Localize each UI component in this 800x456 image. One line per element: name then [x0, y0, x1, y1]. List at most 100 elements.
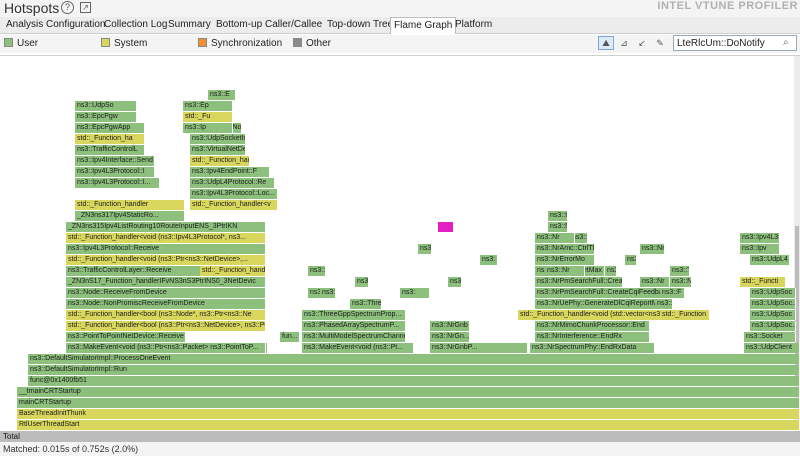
filter-icon[interactable]: ⊿: [620, 38, 628, 48]
flame-frame[interactable]: ns3::Ip: [548, 211, 568, 221]
flame-frame[interactable]: ns3::Ipv4L3: [740, 233, 780, 243]
flame-frame[interactable]: std::_Fu: [183, 112, 233, 122]
flame-frame[interactable]: std::_Function_handler: [75, 200, 185, 210]
flame-frame[interactable]: ns3:: [625, 255, 637, 265]
flame-frame[interactable]: ns3::NrAmc::CtrlTble: [535, 244, 595, 254]
flame-frame[interactable]: __tmainCRTStartup: [17, 387, 800, 397]
flame-frame[interactable]: ns3::Socket: [744, 332, 796, 342]
flame-frame[interactable]: ns3::Ip: [183, 123, 233, 133]
tab-caller-callee[interactable]: Caller/Callee: [265, 19, 323, 30]
flame-frame[interactable]: ns3::Ep: [183, 101, 233, 111]
flame-frame[interactable]: std::_Function_handler<void (std::vector…: [518, 310, 668, 320]
flame-frame[interactable]: ns3::EpcPgw: [75, 112, 137, 122]
tab-summary[interactable]: Summary: [168, 19, 211, 30]
flame-frame[interactable]: ns3::UdpSocketImpl: [190, 134, 246, 144]
flame-frame[interactable]: ns3::UdpSoc: [750, 288, 796, 298]
flame-frame[interactable]: ns3::MakeEvent<void (ns3::Pt...: [302, 343, 414, 353]
legend-item-system[interactable]: System: [101, 38, 147, 50]
flame-frame[interactable]: func@0x1400fb51: [28, 376, 800, 386]
flame-frame[interactable]: ns3::Node::NonPromiscReceiveFromDevice: [66, 299, 266, 309]
flame-frame[interactable]: BaseThreadInitThunk: [17, 409, 800, 419]
flame-frame[interactable]: ns3:: [605, 266, 617, 276]
flame-frame[interactable]: ns3::Nr: [535, 233, 575, 243]
tab-analysis-configuration[interactable]: Analysis Configuration: [6, 19, 106, 30]
flame-frame[interactable]: ns3::Ipv4L3Protocol::I: [75, 167, 155, 177]
flame-frame[interactable]: ns3::NrUePhy::GenerateDlCqiReportMimo: [535, 299, 665, 309]
flame-frame[interactable]: ns3::UdpSoc: [750, 310, 796, 320]
flame-frame[interactable]: std::_Function: [660, 310, 710, 320]
flame-frame[interactable]: ns3::NrPmSearchFull::CreateCqiFeedbackMi…: [535, 288, 665, 298]
flame-frame[interactable]: ns3::EpcPgwApp: [75, 123, 145, 133]
search-icon[interactable]: ⌕: [783, 37, 789, 48]
flame-frame[interactable]: ns3::DefaultSimulatorImpl::ProcessOneEve…: [28, 354, 800, 364]
flame-frame[interactable]: ns3::Nr: [640, 244, 665, 254]
flame-frame[interactable]: fun...: [280, 332, 300, 342]
flame-frame[interactable]: _ZN3ns317Ipv4StaticRo...: [75, 211, 185, 221]
flame-frame[interactable]: ns3::MakeEvent<void (ns3::Ptr<ns3::Packe…: [66, 343, 266, 353]
flame-frame[interactable]: std::_Function_handler<void (ns3::Ptr<ns…: [66, 255, 266, 265]
scrollbar-thumb[interactable]: [795, 226, 799, 376]
flame-frame[interactable]: ns3::N: [548, 222, 568, 232]
flame-frame[interactable]: ns3:: [480, 255, 498, 265]
flame-frame[interactable]: [438, 222, 454, 232]
flame-frame[interactable]: _ZN3ns315Ipv4ListRouting10RouteInputENS_…: [66, 222, 266, 232]
flame-frame[interactable]: std::_Function_handler<bool (ns3::Node*,…: [66, 310, 266, 320]
flame-frame[interactable]: ns3:: [400, 288, 430, 298]
tab-bottom-up[interactable]: Bottom-up: [216, 19, 263, 30]
search-input[interactable]: [673, 35, 797, 51]
tab-platform[interactable]: Platform: [455, 19, 493, 30]
help-icon[interactable]: ?: [61, 1, 74, 14]
flame-frame[interactable]: ns3::F: [660, 288, 685, 298]
export-icon[interactable]: ↗: [80, 2, 91, 13]
flame-frame[interactable]: ns3::T: [670, 266, 690, 276]
flame-frame[interactable]: ns3::PhasedArraySpectrumP...: [302, 321, 406, 331]
flame-frame[interactable]: std::_Function_handler<v: [190, 156, 250, 166]
flame-frame[interactable]: std::_Function_handler<void (ns3::Ptr<ns…: [200, 266, 266, 276]
flame-frame[interactable]: std::_Function_handler<v: [190, 200, 278, 210]
total-bar[interactable]: Total: [0, 431, 800, 442]
tab-top-down-tree[interactable]: Top-down Tree: [327, 19, 394, 30]
reset-icon[interactable]: ↙: [638, 38, 646, 48]
flame-frame[interactable]: std::_Function_ha: [75, 134, 145, 144]
flame-frame[interactable]: ns3::NrGnb: [430, 321, 470, 331]
flame-frame[interactable]: ns3::Ipv4EndPoint::F: [190, 167, 270, 177]
flame-frame[interactable]: ns3::Ipv4L3Protocol::Receive: [66, 244, 266, 254]
tab-collection-log[interactable]: Collection Log: [104, 19, 168, 30]
flame-frame[interactable]: _ZN3nS17_Function_handlerIFvNS3nS3PtrINS…: [66, 277, 266, 287]
legend-item-synchronization[interactable]: Synchronization: [198, 38, 282, 50]
flame-frame[interactable]: ns3:: [355, 277, 369, 287]
flame-frame[interactable]: ns3:: [418, 244, 432, 254]
flame-frame[interactable]: ns3::DefaultSimulatorImpl::Run: [28, 365, 800, 375]
flame-frame[interactable]: std::_Function_handler<void (ns3::Ipv4L3…: [66, 233, 266, 243]
flame-frame[interactable]: ns3::E: [208, 90, 236, 100]
flame-frame[interactable]: ns3::UdpL4Protocol::Re: [190, 178, 275, 188]
flame-frame[interactable]: std::_Functi: [740, 277, 786, 287]
scrollbar[interactable]: [794, 56, 800, 430]
flame-frame[interactable]: ns3::U: [655, 299, 673, 309]
flame-frame[interactable]: ns3::Ipv: [740, 244, 780, 254]
flame-frame[interactable]: ns3::MultiModelSpectrumChannel...: [302, 332, 406, 342]
flame-frame[interactable]: ns3:: [448, 277, 462, 287]
tab-flame-graph[interactable]: Flame Graph: [390, 17, 457, 34]
zoom-icon[interactable]: ⛰: [598, 36, 614, 50]
flame-frame[interactable]: ns3::UdpSoc...: [750, 299, 796, 309]
flame-frame[interactable]: ns3:: [320, 288, 336, 298]
flame-frame[interactable]: ns3::ThreeGppSpectrumProp...: [302, 310, 406, 320]
flame-frame[interactable]: ns3::N: [670, 277, 692, 287]
flame-frame[interactable]: ns3::NrMimoChunkProcessor::End: [535, 321, 650, 331]
flame-frame[interactable]: ns3::NrSpectrumPhy::EndRxData: [530, 343, 655, 353]
flame-frame[interactable]: ns3::TrafficControlL: [75, 145, 145, 155]
flame-frame[interactable]: ns3::Nr: [570, 233, 588, 243]
flame-frame[interactable]: ns3::NrInterference::EndRx: [535, 332, 650, 342]
flame-frame[interactable]: RtlUserThreadStart: [17, 420, 800, 430]
flame-frame[interactable]: ns3::Ipv4L3Protocol::I...: [75, 178, 160, 188]
flame-frame[interactable]: ns3::Three: [308, 266, 326, 276]
flame-frame[interactable]: std::_Function_handler<bool (ns3::Ptr<ns…: [66, 321, 266, 331]
flame-frame[interactable]: ns3::NrGn...: [430, 332, 470, 342]
flame-frame[interactable]: ns3::UdpClient: [744, 343, 800, 353]
flame-frame[interactable]: ns3::Ipv4L3Protocol::Loc...: [190, 189, 278, 199]
flame-graph[interactable]: RtlUserThreadStart BaseThreadInitThunk mai…: [0, 55, 800, 430]
flame-frame[interactable]: ns3::NrPmSearchFull::CreateC: [535, 277, 623, 287]
flame-frame[interactable]: ns3::Ipv4Interface::Send: [75, 156, 155, 166]
flame-frame[interactable]: ns3::PointToPointNetDevice::Receive: [66, 332, 186, 342]
